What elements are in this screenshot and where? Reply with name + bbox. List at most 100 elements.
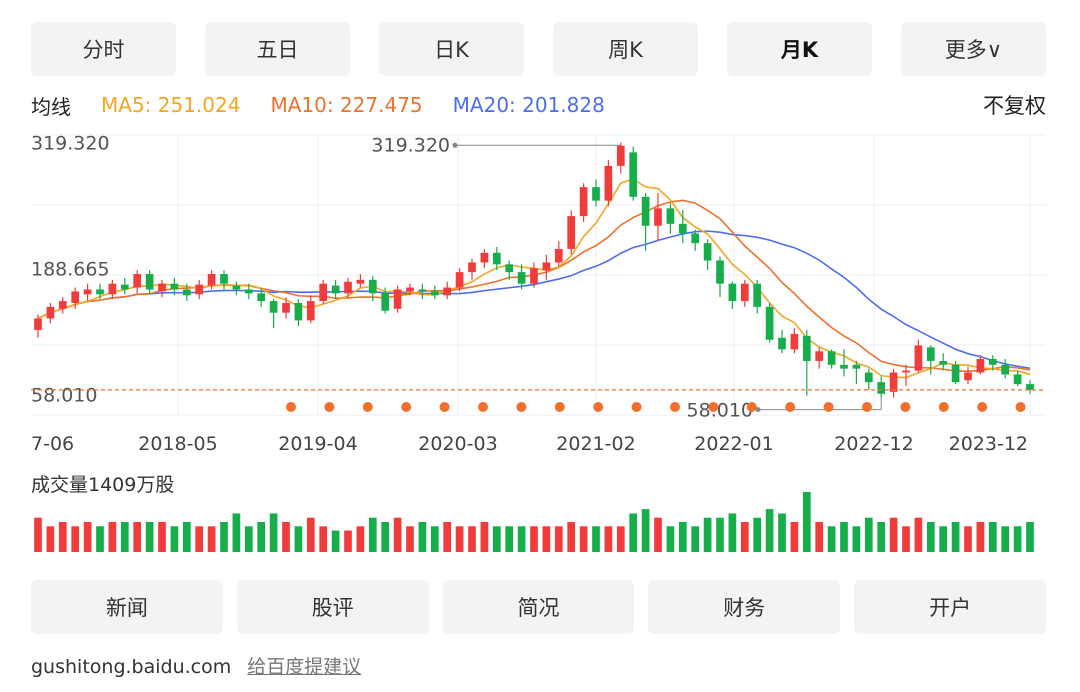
volume-bar <box>542 526 551 552</box>
volume-bar <box>579 526 588 552</box>
event-dot <box>593 402 604 412</box>
candle-body <box>629 152 638 197</box>
candle-body <box>666 208 675 224</box>
volume-bar <box>220 522 228 552</box>
event-dot <box>938 402 949 412</box>
volume-bar <box>96 526 104 552</box>
feedback-link[interactable]: 给百度提建议 <box>247 656 362 678</box>
volume-bar <box>530 526 538 552</box>
profile-button[interactable]: 简况 <box>442 580 635 634</box>
volume-bar <box>455 526 464 552</box>
y-tick-label: 188.665 <box>31 258 110 280</box>
volume-bar <box>939 526 948 552</box>
event-dot <box>324 402 335 412</box>
candle-body <box>34 318 42 331</box>
volume-bar <box>505 526 514 552</box>
event-dot <box>977 402 988 412</box>
event-dot <box>708 402 719 412</box>
volume-bar <box>740 522 749 552</box>
min-label: 58.010 <box>687 400 753 422</box>
volume-bar <box>666 526 675 552</box>
candle-body <box>542 262 551 271</box>
candle-body <box>46 306 55 319</box>
candle-body <box>108 283 117 295</box>
max-label: 319.320 <box>371 134 450 156</box>
candle-body <box>976 359 985 373</box>
volume-bar <box>765 509 774 552</box>
candle-body <box>269 301 278 313</box>
volume-bar <box>319 526 328 552</box>
volume-bar <box>356 526 365 552</box>
volume-bar <box>492 526 501 552</box>
tab-monthly-k[interactable]: 月K <box>727 22 872 76</box>
x-tick-label: 2019-04 <box>278 433 357 455</box>
volume-bar <box>232 513 241 552</box>
candle-body <box>244 289 253 294</box>
volume-bar <box>34 517 42 552</box>
candle-body <box>455 272 464 288</box>
volume-bar <box>864 517 873 552</box>
event-dot <box>516 402 527 412</box>
volume-bar <box>554 526 563 552</box>
volume-bar <box>443 522 452 552</box>
candle-body <box>716 260 724 284</box>
volume-bar <box>691 526 700 552</box>
candle-body <box>368 279 377 294</box>
candle-body <box>877 382 886 394</box>
tab-more[interactable]: 更多∨ <box>901 22 1046 76</box>
candle-body <box>145 274 154 290</box>
candle-body <box>790 333 799 350</box>
candle-body <box>740 283 749 302</box>
tab-weekly-k[interactable]: 周K <box>553 22 698 76</box>
volume-bar <box>83 522 92 552</box>
candle-body <box>753 283 762 307</box>
volume-bar <box>778 513 786 552</box>
volume-bar <box>182 522 191 552</box>
volume-bar <box>381 522 390 552</box>
volume-bar <box>790 522 799 552</box>
candle-body <box>517 272 526 284</box>
news-button[interactable]: 新闻 <box>31 580 223 634</box>
tab-daily-k[interactable]: 日K <box>379 22 524 76</box>
ma-legend: 均线 MA5: 251.024 MA10: 227.475 MA20: 201.… <box>31 90 1046 120</box>
x-tick-label: 2018-05 <box>138 433 217 455</box>
candle-body <box>914 345 923 371</box>
candle-body <box>567 216 576 249</box>
candle-body <box>306 301 315 321</box>
min-dot <box>755 407 761 413</box>
bottom-nav: 新闻 股评 简况 财务 开户 <box>31 580 1046 634</box>
kline-chart: 319.320 188.665 58.010 319.320 58.010 7-06 201… <box>31 132 1046 455</box>
open-account-button[interactable]: 开户 <box>854 580 1046 634</box>
volume-bar <box>951 522 960 552</box>
volume-bar <box>170 526 179 552</box>
volume-bar <box>852 526 861 552</box>
reviews-button[interactable]: 股评 <box>236 580 429 634</box>
candle-body <box>158 283 166 292</box>
candle-body <box>381 293 390 311</box>
period-tabs: 分时 五日 日K 周K 月K 更多∨ <box>31 22 1046 76</box>
finance-button[interactable]: 财务 <box>648 580 841 634</box>
candle-body <box>765 306 774 340</box>
adjust-toggle[interactable]: 不复权 <box>983 94 1046 118</box>
volume-bar <box>976 522 985 552</box>
site-domain: gushitong.baidu.com <box>31 656 232 678</box>
candle-body <box>840 364 848 369</box>
candle-body <box>505 264 514 273</box>
candle-body <box>232 285 241 290</box>
event-dot <box>362 402 373 412</box>
volume-bar <box>592 526 600 552</box>
volume-bar <box>926 522 935 552</box>
candle-body <box>331 285 340 294</box>
volume-bar <box>257 522 266 552</box>
tab-intraday[interactable]: 分时 <box>31 22 176 76</box>
candle-body <box>58 301 67 309</box>
tab-five-day[interactable]: 五日 <box>205 22 350 76</box>
candle-body <box>691 233 700 244</box>
volume-bar <box>71 526 80 552</box>
candle-body <box>616 145 625 166</box>
candle-body <box>344 281 352 294</box>
candle-body <box>889 372 898 392</box>
candle-body <box>282 303 290 313</box>
event-dot <box>286 402 296 412</box>
candle-body <box>1026 384 1034 390</box>
